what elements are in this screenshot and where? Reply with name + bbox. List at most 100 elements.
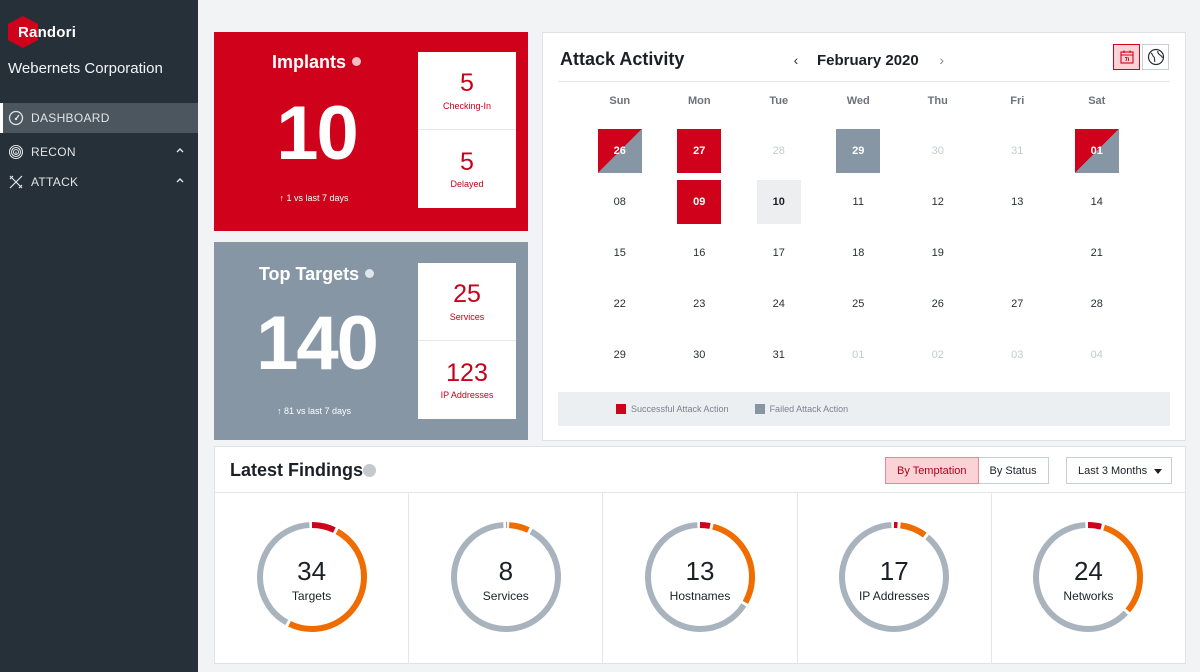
calendar-day[interactable]: 26 — [931, 297, 944, 310]
implants-delayed[interactable]: 5 Delayed — [418, 130, 516, 208]
calendar-day[interactable]: 18 — [852, 246, 865, 259]
calendar-day[interactable]: 19 — [931, 246, 944, 259]
attack-activity-title: Attack Activity — [560, 49, 685, 69]
calendar-day[interactable]: 03 — [1011, 348, 1024, 361]
calendar-cell: 31 — [739, 329, 819, 380]
calendar-cell: 03 — [978, 329, 1058, 380]
donut-segment-red — [839, 522, 950, 632]
calendar-day[interactable]: 02 — [931, 348, 944, 361]
top-targets-total: 140 — [256, 301, 379, 386]
implants-card[interactable]: Implants 10 ↑ 1 vs last 7 days 5 Checkin… — [214, 32, 528, 231]
donut-chart — [839, 522, 950, 632]
calendar-day[interactable]: 08 — [613, 195, 626, 208]
finding-ring-card[interactable]: 24 Networks — [992, 493, 1185, 663]
calendar-day[interactable]: 16 — [693, 246, 706, 259]
info-icon[interactable] — [365, 269, 375, 278]
top-targets-title-row: Top Targets — [214, 264, 419, 285]
donut-segment-grey — [645, 522, 755, 632]
sidebar-nav: DASHBOARD RECON ATTACK — [0, 103, 198, 197]
time-range-dropdown[interactable]: Last 3 Months — [1066, 457, 1172, 484]
calendar-view-button[interactable] — [1113, 44, 1140, 70]
top-targets-title: Top Targets — [258, 264, 360, 284]
calendar-cell — [978, 227, 1058, 278]
calendar-day[interactable]: 01 — [1074, 128, 1119, 173]
finding-ring-card[interactable]: 34 Targets — [215, 493, 410, 663]
calendar-day[interactable]: 31 — [772, 348, 785, 361]
finding-ring-card[interactable]: 17 IP Addresses — [798, 493, 992, 663]
implants-checking-in[interactable]: 5 Checking-In — [418, 52, 516, 130]
ip-addresses-value: 123 — [446, 358, 488, 387]
calendar-day[interactable]: 29 — [613, 348, 626, 361]
finding-ring-card[interactable]: 8 Services — [409, 493, 604, 663]
calendar-day[interactable]: 22 — [613, 297, 626, 310]
calendar-day[interactable]: 30 — [693, 348, 706, 361]
calendar-day[interactable]: 29 — [836, 128, 881, 173]
by-temptation-button[interactable]: By Temptation — [885, 457, 979, 484]
previous-month-chevron-icon[interactable]: ‹ — [793, 52, 799, 68]
calendar-day[interactable]: 01 — [852, 348, 865, 361]
chevron-up-icon[interactable] — [176, 176, 184, 184]
findings-rings: 34 Targets 8 Services 13 Hostnames 17 IP Addres… — [215, 493, 1185, 663]
calendar-cell: 24 — [739, 278, 819, 329]
calendar-day[interactable]: 17 — [772, 246, 785, 259]
implants-trend: ↑ 1 vs last 7 days — [214, 193, 414, 203]
calendar-day[interactable]: 11 — [852, 195, 864, 208]
calendar-cell: 16 — [660, 227, 740, 278]
calendar-day[interactable]: 14 — [1090, 195, 1103, 208]
sidebar-item-recon[interactable]: RECON — [0, 137, 198, 167]
calendar-day[interactable]: 13 — [1011, 195, 1024, 208]
calendar-day[interactable]: 15 — [613, 246, 626, 259]
logo-text: Randori — [18, 24, 77, 41]
donut-segment-red — [1033, 522, 1144, 632]
top-targets-card[interactable]: Top Targets 140 ↑ 81 vs last 7 days 25 S… — [214, 242, 528, 440]
calendar-cell: 29 — [580, 329, 660, 380]
info-icon[interactable] — [352, 57, 361, 66]
calendar-day[interactable]: 25 — [852, 297, 865, 310]
calendar-day[interactable]: 31 — [1011, 144, 1024, 157]
calendar-day[interactable]: 26 — [597, 128, 642, 173]
calendar-day[interactable]: 27 — [1011, 297, 1024, 310]
randori-logo[interactable]: Randori — [8, 16, 76, 48]
calendar-day[interactable]: 28 — [1090, 297, 1103, 310]
calendar-day[interactable]: 09 — [677, 179, 722, 224]
legend-label: Successful Attack Action — [631, 404, 729, 414]
legend-swatch-success — [616, 404, 626, 414]
chevron-up-icon[interactable] — [176, 146, 184, 154]
donut-segment-grey — [256, 522, 367, 632]
sidebar-item-dashboard[interactable]: DASHBOARD — [0, 103, 198, 133]
calendar-day[interactable]: 30 — [931, 144, 944, 157]
calendar-day[interactable]: 27 — [677, 128, 722, 173]
calendar-day[interactable]: 21 — [1090, 246, 1103, 259]
finding-count: 24 — [1073, 556, 1103, 586]
calendar-day — [995, 231, 1039, 275]
info-icon[interactable] — [363, 464, 376, 477]
legend-item-failed: Failed Attack Action — [754, 404, 848, 414]
divider — [558, 81, 1170, 82]
calendar-day[interactable]: 28 — [772, 144, 785, 157]
next-month-chevron-icon[interactable]: › — [939, 52, 945, 68]
calendar-cell: 31 — [978, 125, 1058, 176]
finding-count: 13 — [685, 556, 715, 586]
calendar-day[interactable]: 04 — [1090, 348, 1103, 361]
weekday-label: Sat — [1088, 95, 1106, 107]
finding-ring-card[interactable]: 13 Hostnames — [603, 493, 798, 663]
calendar-cell: 30 — [898, 125, 978, 176]
top-targets-ip-addresses[interactable]: 123 IP Addresses — [418, 341, 516, 419]
top-targets-services[interactable]: 25 Services — [418, 263, 516, 341]
donut-segment-orange — [1033, 522, 1144, 632]
sidebar-item-attack[interactable]: ATTACK — [0, 167, 198, 197]
calendar-cell: 22 — [580, 278, 660, 329]
by-status-button[interactable]: By Status — [978, 457, 1049, 484]
calendar-day[interactable]: 12 — [931, 195, 944, 208]
calendar-day[interactable]: 24 — [772, 297, 785, 310]
globe-icon — [1147, 48, 1164, 66]
calendar-cell: 18 — [819, 227, 899, 278]
calendar-cell: 04 — [1057, 329, 1137, 380]
view-toggle — [1113, 44, 1169, 70]
donut-segment-grey — [839, 522, 950, 632]
implants-title: Implants — [271, 52, 346, 72]
calendar-day[interactable]: 23 — [693, 297, 706, 310]
calendar-day[interactable]: 10 — [756, 179, 801, 224]
globe-view-button[interactable] — [1142, 44, 1169, 70]
calendar-grid: 26 27 28 29 30 31 01 08 09 10 11 12 13 14 15 16 17 18 19 21… — [580, 125, 1174, 380]
